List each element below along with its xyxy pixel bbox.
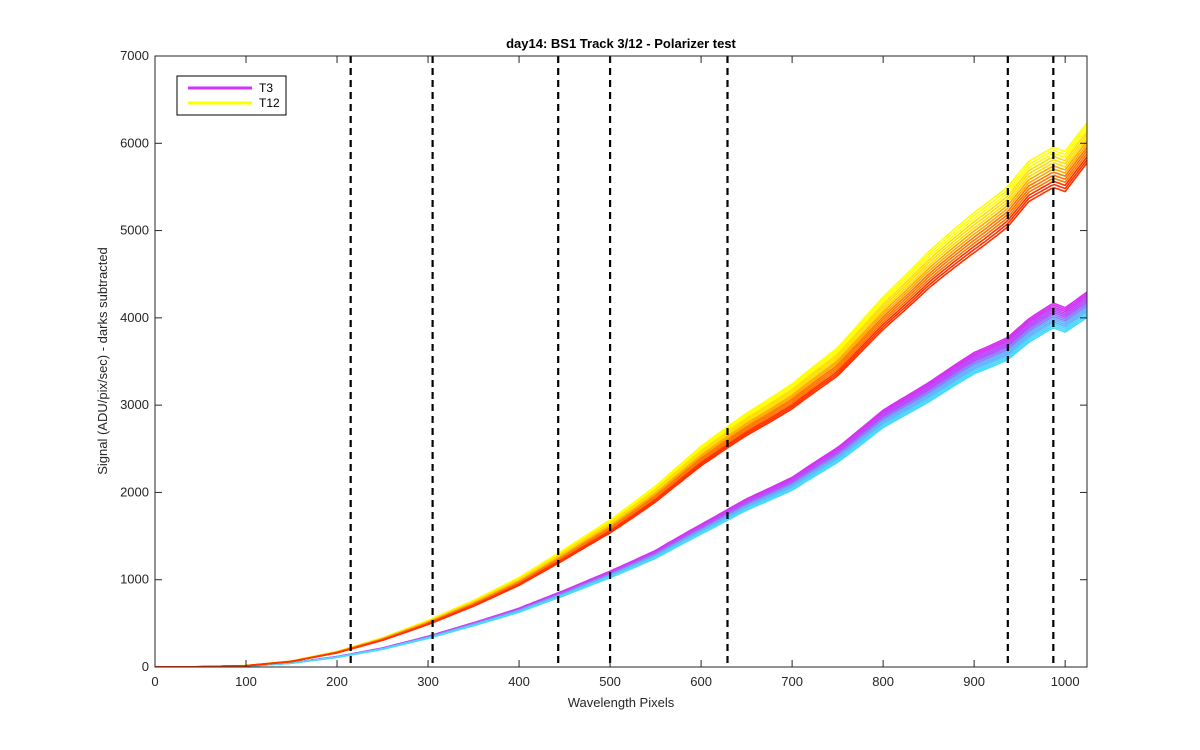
series-line-t3 <box>155 291 1087 667</box>
x-tick-label: 0 <box>151 674 158 689</box>
series-line-t3 <box>155 299 1087 667</box>
x-tick-label: 700 <box>781 674 803 689</box>
y-tick-label: 2000 <box>120 484 149 499</box>
series-line-t3 <box>155 295 1087 667</box>
series-line-t3 <box>155 305 1087 667</box>
x-tick-label: 100 <box>235 674 257 689</box>
series-line-t3 <box>155 306 1087 667</box>
series-line-t3 <box>155 293 1087 667</box>
legend-box <box>176 75 287 116</box>
tick-layer: 0 100 200 300 400 500 600 700 800 900 1000 0 1000 200… <box>120 48 1087 689</box>
legend-label-t3: T3 <box>259 81 273 95</box>
legend-label-t12: T12 <box>259 96 280 110</box>
series-line-t12 <box>155 143 1087 667</box>
x-tick-label: 1000 <box>1051 674 1080 689</box>
series-line-t12 <box>155 125 1087 667</box>
series-line-t3 <box>155 314 1087 667</box>
y-tick-label: 0 <box>142 659 149 674</box>
x-tick-label: 600 <box>690 674 712 689</box>
series-t3 <box>155 291 1087 667</box>
y-tick-label: 1000 <box>120 572 149 587</box>
series-t12 <box>155 122 1087 667</box>
y-axis-label: Signal (ADU/pix/sec) - darks subtracted <box>95 247 110 475</box>
x-axis-label: Wavelength Pixels <box>568 695 675 710</box>
y-tick-label: 4000 <box>120 310 149 325</box>
series-layer <box>155 122 1087 667</box>
plot-frame <box>154 55 1088 668</box>
series-line-t12 <box>155 156 1087 667</box>
series-line-t12 <box>155 134 1087 667</box>
x-tick-label: 500 <box>599 674 621 689</box>
series-line-t3 <box>155 301 1087 667</box>
series-line-t12 <box>155 147 1087 667</box>
x-tick-label: 800 <box>872 674 894 689</box>
series-line-t12 <box>155 122 1087 667</box>
x-tick-label: 400 <box>508 674 530 689</box>
series-line-t12 <box>155 128 1087 667</box>
y-tick-label: 6000 <box>120 135 149 150</box>
x-tick-label: 200 <box>326 674 348 689</box>
series-line-t12 <box>155 150 1087 667</box>
series-line-t12 <box>155 153 1087 667</box>
x-tick-label: 900 <box>963 674 985 689</box>
series-line-t3 <box>155 312 1087 667</box>
series-line-t3 <box>155 303 1087 667</box>
legend: T3 T12 <box>176 75 287 116</box>
x-tick-label: 300 <box>417 674 439 689</box>
series-line-t12 <box>155 137 1087 667</box>
series-line-t3 <box>155 316 1087 667</box>
vline-layer <box>349 56 1055 667</box>
y-tick-label: 5000 <box>120 223 149 238</box>
y-tick-label: 3000 <box>120 397 149 412</box>
series-line-t12 <box>155 131 1087 667</box>
series-line-t12 <box>155 162 1087 667</box>
series-line-t3 <box>155 297 1087 667</box>
series-line-t3 <box>155 308 1087 667</box>
y-tick-label: 7000 <box>120 48 149 63</box>
series-line-t3 <box>155 310 1087 667</box>
series-line-t12 <box>155 140 1087 667</box>
chart-title: day14: BS1 Track 3/12 - Polarizer test <box>506 36 736 51</box>
